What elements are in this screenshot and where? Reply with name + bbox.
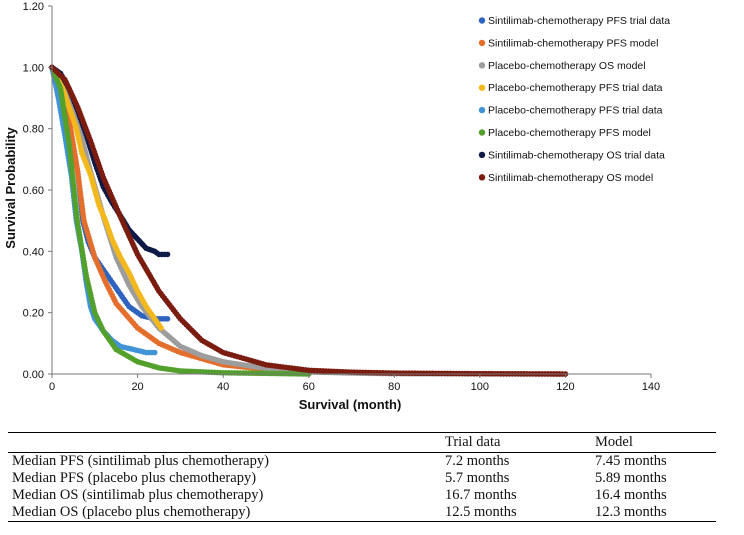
x-tick-label: 20	[131, 381, 143, 393]
legend-marker	[478, 174, 486, 181]
table-cell-model: 16.4 months	[595, 487, 667, 503]
x-tick-label: 80	[388, 381, 400, 393]
median-survival-table: Trial data Model Median PFS (sintilimab …	[8, 432, 716, 522]
x-tick-label: 140	[642, 381, 660, 393]
legend-label: Placebo-chemotherapy OS model	[488, 60, 646, 72]
legend-label: Placebo-chemotherapy PFS trial data	[488, 105, 663, 117]
table-cell-trial: 16.7 months	[445, 487, 517, 503]
y-tick-label: 1.20	[23, 1, 44, 13]
table-cell-model: 5.89 months	[595, 470, 667, 486]
table-cell-model: 12.3 months	[591, 504, 716, 522]
table-row: Median OS (placebo plus chemotherapy) 12…	[8, 504, 716, 522]
y-tick-label: 0.60	[23, 185, 44, 197]
table-cell-model: 7.45 months	[595, 453, 667, 469]
y-tick-label: 0.80	[23, 124, 44, 136]
data-point	[164, 251, 171, 258]
chart-legend: Sintilimab-chemotherapy PFS trial data Si…	[478, 15, 670, 184]
table-cell-label: Median OS (sintilimab plus chemotherapy)	[12, 487, 264, 503]
legend-label: Sintilimab-chemotherapy PFS model	[488, 37, 658, 49]
legend-marker	[478, 84, 486, 91]
table-cell-label: Median PFS (placebo plus chemotherapy)	[12, 470, 257, 486]
x-tick-label: 100	[471, 381, 489, 393]
table-cell-trial: 7.2 months	[445, 453, 510, 469]
x-tick-label: 40	[217, 381, 229, 393]
series-6	[49, 64, 312, 377]
legend-marker	[478, 151, 486, 159]
table-cell-trial: 12.5 months	[441, 504, 591, 522]
y-axis-title: Survival Probability	[3, 127, 18, 249]
table-row: Median PFS (sintilimab plus chemotherapy…	[8, 453, 716, 471]
table-cell-label: Median OS (placebo plus chemotherapy)	[8, 504, 441, 522]
y-axis-ticks: 0.00 0.20 0.40 0.60 0.80 1.00 1.20	[23, 1, 52, 381]
x-tick-label: 0	[49, 381, 55, 393]
legend-marker	[478, 17, 486, 24]
legend-marker	[478, 62, 486, 69]
table-cell-label: Median PFS (sintilimab plus chemotherapy…	[12, 453, 269, 469]
x-tick-label: 120	[556, 381, 574, 393]
y-tick-label: 0.20	[23, 308, 44, 320]
x-tick-label: 60	[303, 381, 315, 393]
legend-marker	[478, 106, 486, 114]
y-tick-label: 0.00	[23, 369, 44, 381]
data-point	[151, 349, 158, 356]
table-cell-trial: 5.7 months	[445, 470, 510, 486]
legend-marker	[478, 129, 486, 136]
legend-label: Placebo-chemotherapy PFS model	[488, 127, 651, 139]
legend-marker	[478, 39, 486, 47]
data-point	[158, 325, 164, 331]
table-row: Median OS (sintilimab plus chemotherapy)…	[8, 487, 716, 504]
y-tick-label: 1.00	[23, 62, 44, 74]
x-axis-ticks: 0 20 40 60 80 100 120 140	[49, 374, 660, 393]
legend-label: Sintilimab-chemotherapy PFS trial data	[488, 15, 670, 27]
survival-chart: 0 20 40 60 80 100 120 140 0.00 0.20 0.40 0.60 0.80 1…	[3, 1, 670, 412]
legend-label: Sintilimab-chemotherapy OS model	[488, 172, 653, 184]
data-point	[164, 316, 171, 322]
legend-label: Placebo-chemotherapy PFS trial data	[488, 82, 663, 94]
table-row: Median PFS (placebo plus chemotherapy) 5…	[8, 470, 716, 487]
table-header-model: Model	[591, 432, 716, 453]
y-tick-label: 0.40	[23, 246, 44, 258]
table-header-trial-data: Trial data	[441, 432, 591, 453]
legend-label: Sintilimab-chemotherapy OS trial data	[488, 149, 665, 161]
table-header-row: Trial data Model	[8, 432, 716, 453]
table-header-cell	[8, 432, 441, 453]
x-axis-title: Survival (month)	[299, 397, 402, 412]
